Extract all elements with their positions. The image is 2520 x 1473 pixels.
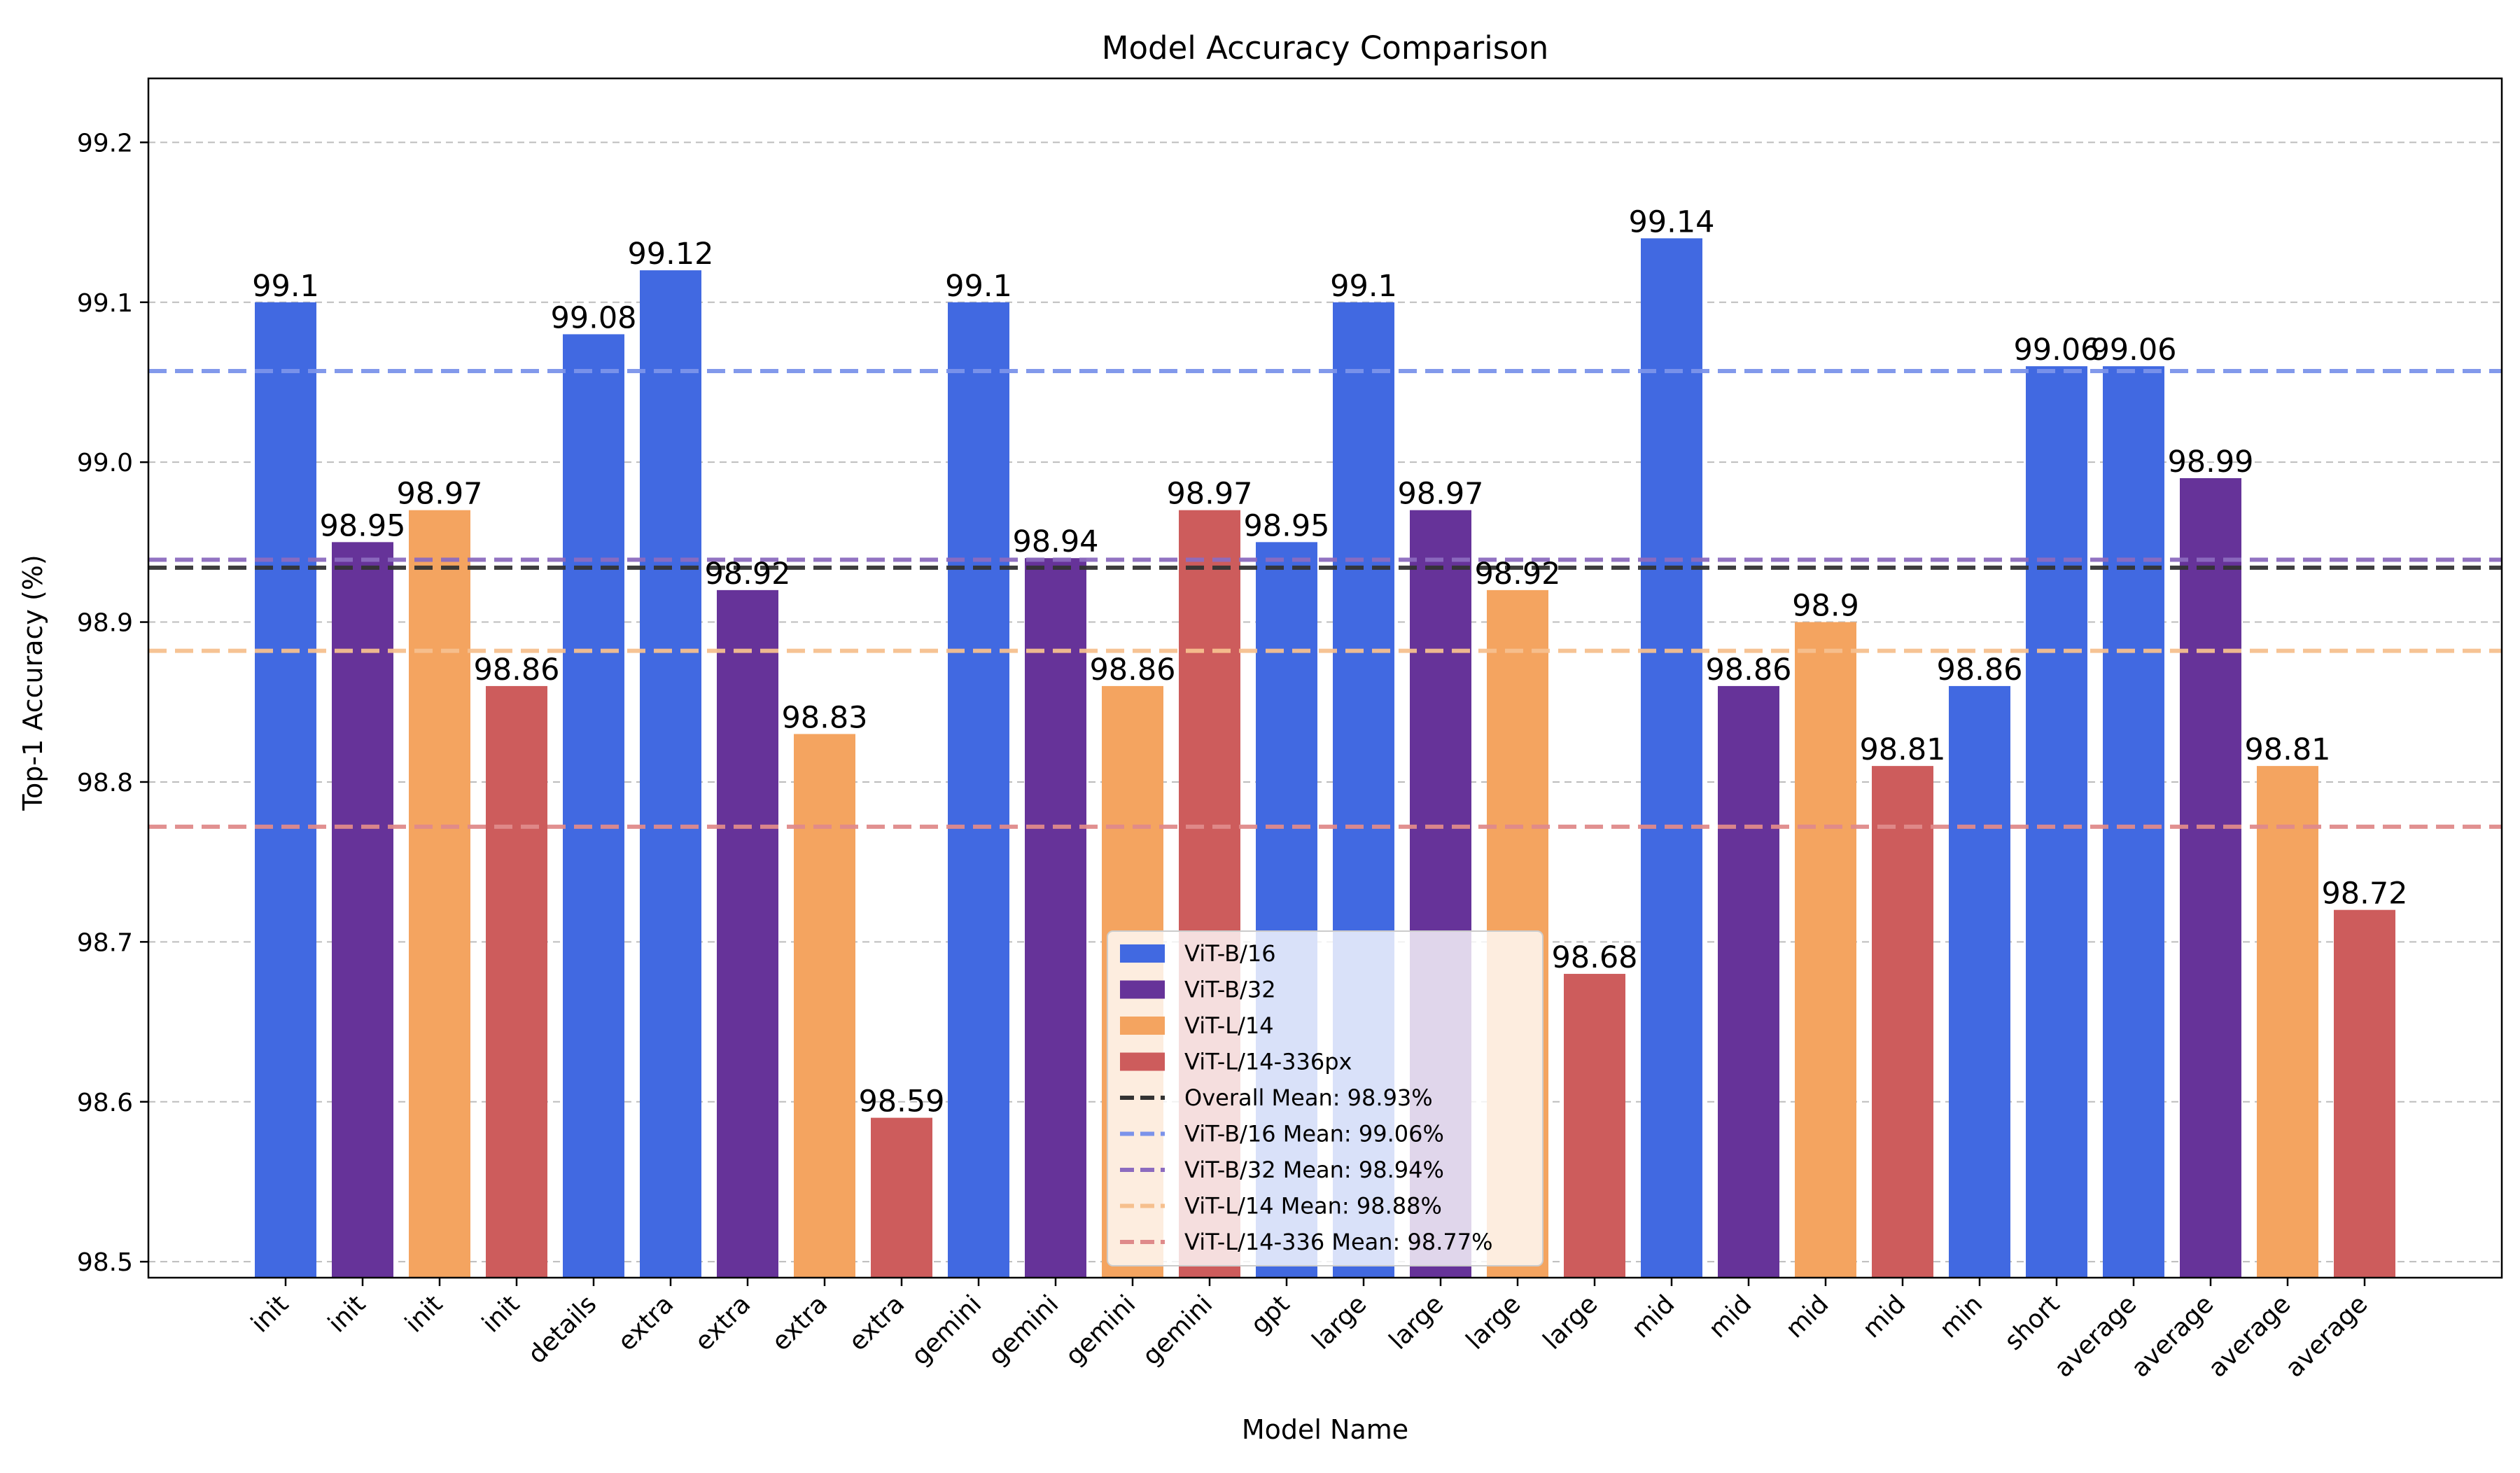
bar-value-label: 98.86 <box>1089 652 1175 687</box>
legend-label: ViT-L/14 <box>1184 1012 1274 1039</box>
bar-gemini-vit-b-16 <box>948 302 1009 1278</box>
legend-label: Overall Mean: 98.93% <box>1184 1084 1433 1111</box>
bar-value-label: 99.06 <box>2013 333 2099 368</box>
bar-value-label: 98.72 <box>2321 877 2407 912</box>
y-tick-label: 98.7 <box>77 928 133 957</box>
bar-extra-vit-l-14 <box>794 734 855 1278</box>
legend-label: ViT-L/14-336px <box>1184 1049 1352 1075</box>
y-tick-label: 99.1 <box>77 289 133 318</box>
legend-swatch-vit-l-14-336px <box>1120 1052 1165 1071</box>
bar-value-label: 99.06 <box>2090 333 2176 368</box>
bar-extra-vit-l-14-336px <box>871 1117 932 1278</box>
bar-average-vit-b-16 <box>2103 366 2164 1278</box>
bar-value-label: 98.83 <box>781 700 867 735</box>
bar-value-label: 98.97 <box>396 477 482 512</box>
bar-details-vit-b-16 <box>563 334 624 1278</box>
bar-value-label: 98.97 <box>1397 477 1483 512</box>
bar-average-vit-l-14-336px <box>2334 909 2395 1278</box>
bar-average-vit-b-32 <box>2180 478 2241 1278</box>
bar-value-label: 98.94 <box>1012 524 1098 559</box>
bar-init-vit-l-14-336px <box>486 685 547 1278</box>
x-axis-label: Model Name <box>1242 1414 1408 1445</box>
legend-label: ViT-L/14-336 Mean: 98.77% <box>1184 1229 1493 1255</box>
y-tick-label: 99.0 <box>77 449 133 477</box>
bar-value-label: 98.92 <box>1474 557 1560 592</box>
legend-label: ViT-B/32 <box>1184 977 1276 1003</box>
bar-value-label: 99.08 <box>550 300 636 335</box>
bar-value-label: 99.12 <box>627 237 713 272</box>
bar-value-label: 98.81 <box>2244 732 2330 767</box>
bar-mid-vit-b-32 <box>1718 685 1779 1278</box>
bar-min-vit-b-16 <box>1949 685 2010 1278</box>
bar-mid-vit-l-14 <box>1795 622 1856 1278</box>
bar-value-label: 99.1 <box>945 269 1012 304</box>
legend: ViT-B/16 ViT-B/32 ViT-L/14 ViT-L/14-336px Ov… <box>1107 930 1544 1266</box>
legend-swatch-vit-l-14 <box>1120 1017 1165 1035</box>
y-axis-ticks: 98.5 98.6 98.7 98.8 98.9 99.0 99.1 99.2 <box>77 129 148 1277</box>
bar-value-label: 98.68 <box>1551 940 1637 975</box>
bar-value-labels: 99.198.9598.9798.8699.0899.1298.9298.839… <box>252 204 2407 1119</box>
bar-extra-vit-b-32 <box>717 589 778 1278</box>
bar-value-label: 99.1 <box>252 269 319 304</box>
legend-box <box>1107 930 1544 1266</box>
bar-value-label: 98.99 <box>2167 445 2253 480</box>
bar-mid-vit-l-14-336px <box>1872 766 1933 1278</box>
bar-init-vit-b-32 <box>332 542 393 1278</box>
y-tick-label: 99.2 <box>77 129 133 158</box>
bar-value-label: 98.97 <box>1166 477 1252 512</box>
legend-label: ViT-L/14 Mean: 98.88% <box>1184 1193 1442 1220</box>
bar-value-label: 98.59 <box>858 1084 944 1119</box>
legend-swatch-vit-b-16 <box>1120 944 1165 963</box>
bar-value-label: 98.81 <box>1859 732 1945 767</box>
bar-init-vit-l-14 <box>409 510 470 1278</box>
bar-init-vit-b-16 <box>255 302 316 1278</box>
bar-value-label: 98.86 <box>1705 652 1791 687</box>
y-tick-label: 98.5 <box>77 1248 133 1277</box>
mean-lines <box>148 368 2502 829</box>
bar-value-label: 98.92 <box>704 557 790 592</box>
legend-label: ViT-B/32 Mean: 98.94% <box>1184 1157 1444 1183</box>
bar-extra-vit-b-16 <box>640 270 701 1278</box>
legend-label: ViT-B/16 Mean: 99.06% <box>1184 1121 1444 1147</box>
bar-gemini-vit-b-32 <box>1025 558 1086 1278</box>
legend-swatch-vit-b-32 <box>1120 980 1165 999</box>
bar-value-label: 98.86 <box>1936 652 2022 687</box>
plot-frame <box>147 77 2503 1279</box>
chart-title: Model Accuracy Comparison <box>1102 29 1549 67</box>
bar-value-label: 99.14 <box>1628 204 1714 239</box>
y-axis-label: Top-1 Accuracy (%) <box>18 554 48 811</box>
bar-value-label: 98.95 <box>319 508 405 543</box>
bar-value-label: 98.95 <box>1243 508 1329 543</box>
bar-short-vit-b-16 <box>2026 366 2087 1278</box>
y-tick-label: 98.8 <box>77 769 133 797</box>
bar-mid-vit-b-16 <box>1641 238 1702 1278</box>
bar-value-label: 98.86 <box>473 652 559 687</box>
legend-label: ViT-B/16 <box>1184 940 1276 967</box>
y-tick-label: 98.9 <box>77 609 133 638</box>
y-tick-label: 98.6 <box>77 1089 133 1117</box>
bar-value-label: 99.1 <box>1330 269 1397 304</box>
bar-large-vit-l-14-336px <box>1564 974 1625 1278</box>
bar-average-vit-l-14 <box>2257 766 2318 1278</box>
bar-value-label: 98.9 <box>1792 589 1859 624</box>
